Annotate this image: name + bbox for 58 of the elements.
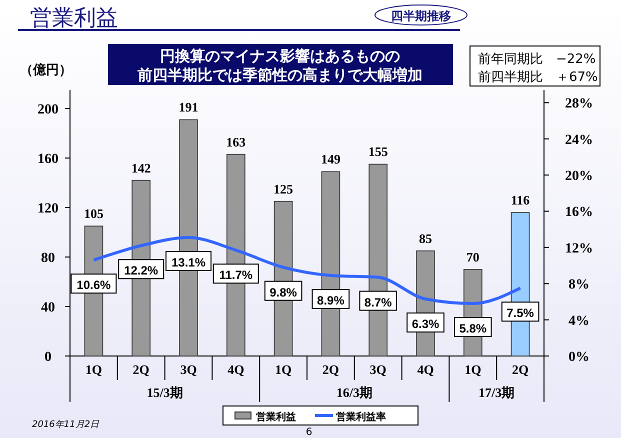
data-label: 10.6% [76, 278, 112, 292]
y2-tick-label: 28% [565, 96, 593, 112]
text: 16/3期 [336, 385, 372, 400]
data-label: 7.5% [506, 306, 534, 320]
data-label: 116 [510, 192, 530, 208]
text: 2016年11月2日 [32, 419, 100, 430]
data-label: 155 [368, 144, 388, 160]
text: 17/3期 [478, 385, 515, 400]
x-tick-label: 3Q [180, 362, 197, 377]
y2-tick-label: 4% [568, 314, 590, 329]
x-tick-label: 4Q [417, 362, 434, 377]
data-label: 9.8% [270, 285, 298, 300]
chart-title: 営業利益 [30, 6, 118, 31]
y-tick-label: 0 [44, 350, 52, 365]
legend-label: 営業利益率 [336, 411, 386, 423]
x-tick-label: 3Q [370, 362, 386, 377]
chart-subtitle: 円換算のマイナス影響はあるものの [160, 47, 400, 65]
y2-tick-label: 24% [565, 132, 593, 148]
y2-tick-label: 12% [565, 241, 593, 256]
y-tick-label: 80 [41, 251, 55, 266]
text: 6 [306, 427, 312, 438]
data-label: 149 [320, 152, 341, 167]
legend-label: 営業利益 [256, 411, 296, 423]
data-label: 13.1% [171, 255, 206, 270]
data-label: 11.7% [219, 268, 253, 282]
data-label: 8.9% [317, 293, 345, 308]
y2-tick-label: 0% [568, 350, 590, 365]
y2-tick-label: 16% [565, 205, 593, 220]
data-label: 12.2% [124, 264, 158, 278]
text: 四半期推移 [391, 9, 451, 23]
data-label: 142 [131, 160, 151, 176]
x-tick-label: 4Q [228, 362, 244, 377]
x-tick-label: 2Q [132, 362, 150, 377]
data-label: 163 [226, 134, 246, 150]
data-label: 125 [274, 181, 294, 196]
y2-tick-label: 20% [565, 169, 593, 184]
x-tick-label: 2Q [512, 362, 529, 377]
data-label: 85 [419, 230, 432, 246]
data-label: 6.3% [412, 317, 440, 331]
data-label: 5.8% [459, 322, 487, 336]
text: 前年同期比 −22% [478, 52, 596, 67]
text: 前四半期比では季節性の高まりで大幅増加 [136, 66, 422, 84]
data-label: 70 [466, 249, 480, 264]
x-tick-label: 1Q [274, 362, 292, 377]
y-tick-label: 160 [38, 152, 58, 168]
text: 15/3期 [146, 385, 183, 400]
y2-tick-label: 8% [568, 278, 590, 293]
y-axis-title: （億円） [20, 62, 72, 78]
data-label: 8.7% [364, 295, 392, 310]
y-tick-label: 200 [38, 102, 58, 118]
x-tick-label: 1Q [464, 362, 482, 377]
y-tick-label: 40 [41, 300, 55, 316]
x-tick-label: 1Q [85, 362, 102, 377]
text: 前四半期比 ＋67% [478, 70, 598, 85]
x-tick-label: 2Q [322, 362, 340, 377]
data-label: 191 [178, 100, 198, 115]
y-tick-label: 120 [38, 202, 58, 217]
data-label: 105 [84, 206, 104, 222]
